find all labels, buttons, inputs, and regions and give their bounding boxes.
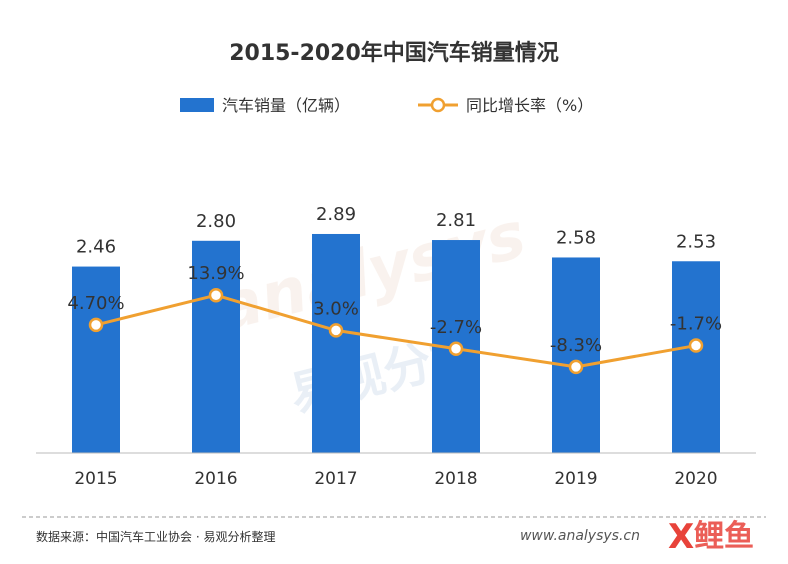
bar-2016 xyxy=(192,240,240,453)
line-value-label: 13.9% xyxy=(187,263,244,284)
bar-value-label: 2.89 xyxy=(316,204,356,225)
watermark-analysys: analysys xyxy=(211,198,533,346)
line-point-2018 xyxy=(448,341,464,357)
legend-bar-swatch xyxy=(180,98,214,112)
bar-value-label: 2.53 xyxy=(676,231,716,252)
bar-value-label: 2.81 xyxy=(436,210,476,231)
x-tick-label: 2017 xyxy=(314,469,357,489)
logo: X 鲤鱼 xyxy=(668,517,754,557)
legend-bar-label: 汽车销量（亿辆） xyxy=(222,96,350,115)
source-note: 数据来源：中国汽车工业协会 · 易观分析整理 xyxy=(36,529,275,544)
x-tick-label: 2016 xyxy=(194,469,237,489)
bar-series: 2.46 2.80 2.89 2.81 2.58 2.53 xyxy=(72,204,720,453)
bar-2015 xyxy=(72,266,120,453)
bar-value-label: 2.80 xyxy=(196,211,236,232)
bar-value-label: 2.46 xyxy=(76,237,116,258)
line-value-label: -1.7% xyxy=(670,314,722,335)
watermark-url: www.analysys.cn xyxy=(520,528,640,544)
bar-2017 xyxy=(312,233,360,453)
x-tick-labels: 2015 2016 2017 2018 2019 2020 xyxy=(74,469,717,489)
bar-2019 xyxy=(552,257,600,453)
logo-mark: X xyxy=(668,517,694,557)
line-value-label: -8.3% xyxy=(550,335,602,356)
legend: 汽车销量（亿辆） 同比增长率（%） xyxy=(180,96,593,115)
line-value-label: 3.0% xyxy=(313,298,359,319)
line-value-label: -2.7% xyxy=(430,317,482,338)
bar-value-label: 2.58 xyxy=(556,227,596,248)
line-point-2020 xyxy=(688,338,704,353)
x-tick-label: 2020 xyxy=(674,469,717,489)
line-point-2019 xyxy=(568,359,584,375)
line-value-label: 4.70% xyxy=(67,293,124,314)
x-tick-label: 2019 xyxy=(554,469,597,489)
line-point-2017 xyxy=(328,323,344,338)
logo-text: 鲤鱼 xyxy=(694,519,754,554)
line-series: 4.70% 13.9% 3.0% -2.7% -8.3% -1.7% xyxy=(67,263,722,375)
bar-2020 xyxy=(672,261,720,453)
chart-title: 2015-2020年中国汽车销量情况 xyxy=(229,40,559,66)
line-point-2016 xyxy=(208,287,224,303)
legend-line-label: 同比增长率（%） xyxy=(466,96,593,115)
watermark: analysys 易观分析 xyxy=(211,198,533,423)
growth-rate-line xyxy=(95,293,697,369)
x-tick-label: 2018 xyxy=(434,469,477,489)
x-tick-label: 2015 xyxy=(74,469,117,489)
line-point-2015 xyxy=(88,317,104,333)
legend-line-marker xyxy=(430,97,446,113)
